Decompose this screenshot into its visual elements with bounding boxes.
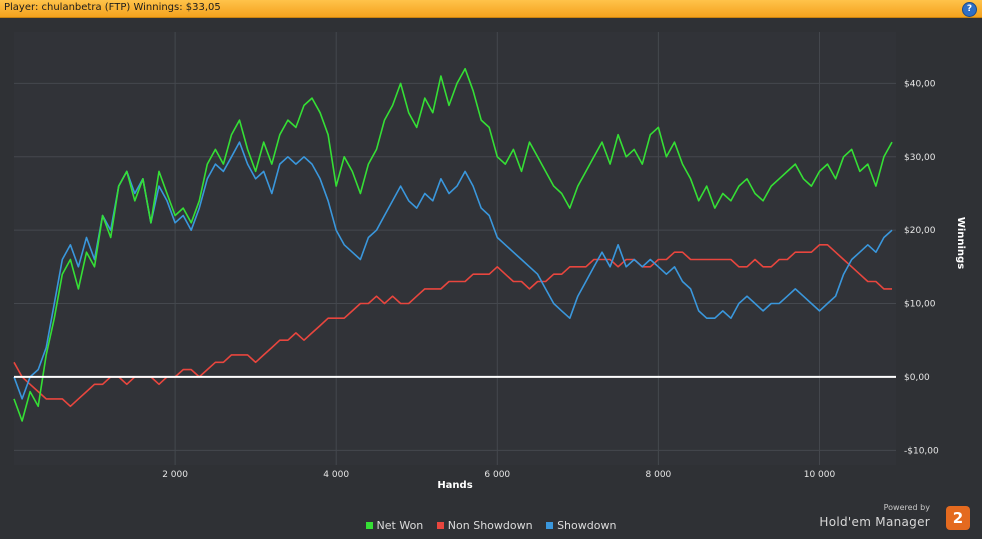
legend-item-net-won[interactable]: Net Won [365,519,424,532]
y-axis-ticks: -$10,00 $0,00 $10,00 $20,00 $30,00 $40,00 [904,79,939,456]
plot-background [14,32,896,465]
x-tick-label: 4 000 [323,470,349,480]
series-line-non-showdown [13,244,892,408]
x-axis-ticks: 2 000 4 000 6 000 8 000 10 000 [162,470,835,480]
branding: Powered by Hold'em Manager 2 [819,503,970,535]
x-tick-label: 10 000 [804,470,836,480]
series-line-net-won [13,67,893,422]
legend-label-showdown: Showdown [557,519,617,532]
y-tick-label: $40,00 [904,79,936,89]
series-lines [13,67,893,422]
help-icon[interactable]: ? [962,2,977,17]
legend-swatch-net-won [365,522,373,529]
y-axis-label: Winnings [955,217,966,269]
y-tick-label: $30,00 [904,153,936,163]
hm2-logo: 2 [946,506,970,530]
powered-by-label: Powered by [883,503,930,512]
y-tick-label: $10,00 [904,300,936,310]
legend-swatch-non-showdown [436,522,444,529]
legend-item-non-showdown[interactable]: Non Showdown [436,519,533,532]
chart-legend: Net Won Non Showdown Showdown [0,519,982,532]
y-tick-label: $20,00 [904,226,936,236]
x-tick-label: 2 000 [162,470,188,480]
x-tick-label: 6 000 [484,470,510,480]
legend-item-showdown[interactable]: Showdown [546,519,616,532]
x-axis-label: Hands [437,480,472,491]
legend-swatch-showdown [546,522,554,529]
y-tick-label: $0,00 [904,373,930,383]
winnings-chart: 2 000 4 000 6 000 8 000 10 000 -$10,00 $0,00 $… [13,32,966,491]
series-line-showdown [13,141,893,400]
window-title: Player: chulanbetra (FTP) Winnings: $33,… [4,2,221,13]
y-tick-label: -$10,00 [904,446,939,456]
legend-label-non-showdown: Non Showdown [447,519,533,532]
x-tick-label: 8 000 [646,470,672,480]
product-name: Hold'em Manager [819,515,930,529]
title-bar: Player: chulanbetra (FTP) Winnings: $33,… [0,0,982,18]
legend-label-net-won: Net Won [376,519,424,532]
